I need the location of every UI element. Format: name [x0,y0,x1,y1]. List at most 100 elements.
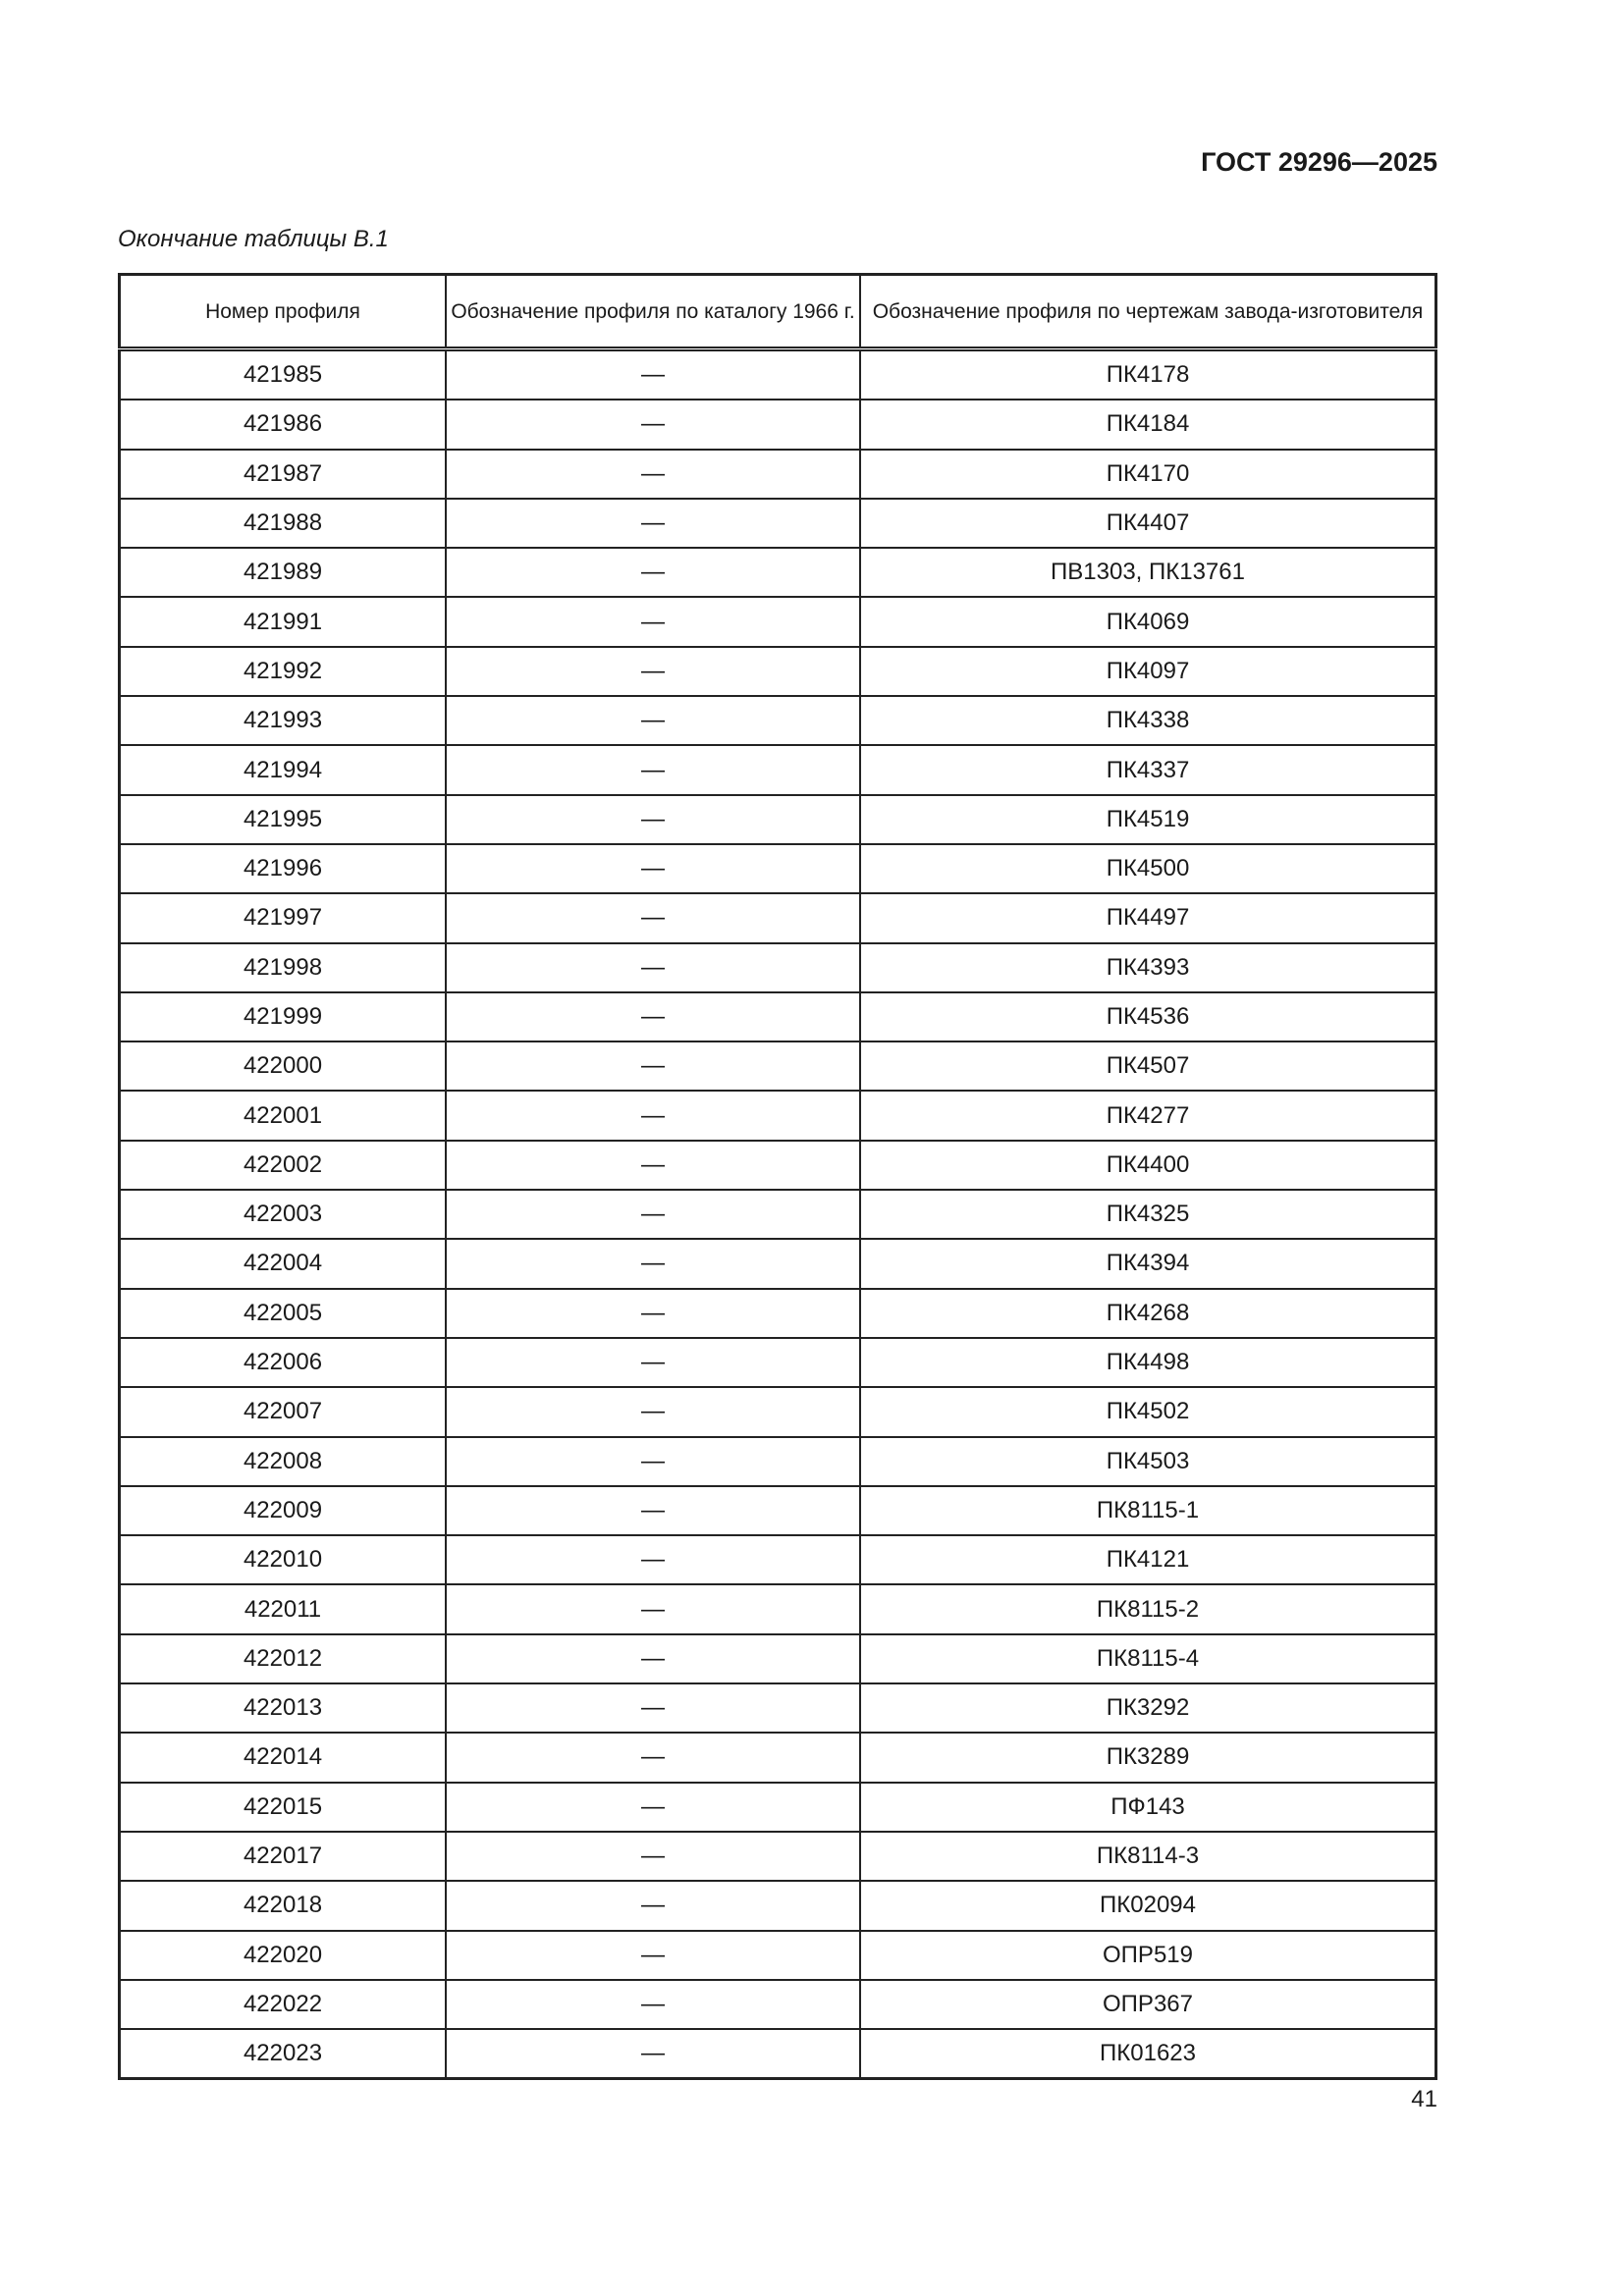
table-row: 422011— ПК8115-2 [118,1583,1437,1635]
table-cell: — [445,1287,861,1339]
table-cell: 422006 [118,1336,447,1389]
table-cell: ПК8115-4 [859,1632,1437,1685]
table-cell: — [445,497,861,550]
table-cell: — [445,695,861,747]
column-header: Обозначение профиля по каталогу 1966 г. [445,273,861,351]
table-cell: ПК4337 [859,744,1437,796]
table-cell: ПК4503 [859,1435,1437,1487]
table-row: 422017— ПК8114-3 [118,1830,1437,1883]
table-cell: — [445,842,861,895]
table-cell: ПК4394 [859,1238,1437,1290]
table-row: 422018— ПК02094 [118,1880,1437,1932]
table-row: 422020— ОПР519 [118,1929,1437,1981]
table-cell: — [445,596,861,648]
table-row: 422010— ПК4121 [118,1534,1437,1586]
table-cell: 421995 [118,793,447,845]
table-row: 422009— ПК8115-1 [118,1484,1437,1537]
table-cell: ПК4178 [859,347,1437,401]
table-cell: — [445,1090,861,1142]
table-cell: — [445,1978,861,2031]
table-cell: — [445,1583,861,1635]
table-cell: ПК4121 [859,1534,1437,1586]
table-cell: 422015 [118,1781,447,1833]
table-cell: ПК4502 [859,1386,1437,1438]
table-cell: — [445,1880,861,1932]
table-cell: 421997 [118,892,447,944]
table-cell: 422008 [118,1435,447,1487]
table-cell: 422017 [118,1830,447,1883]
table-row: 421993— ПК4338 [118,695,1437,747]
table-cell: ПК3289 [859,1732,1437,1784]
table-cell: — [445,347,861,401]
table-cell: 421991 [118,596,447,648]
table-cell: — [445,2028,861,2080]
table-cell: 421993 [118,695,447,747]
table-cell: — [445,399,861,451]
table-row: 421991— ПК4069 [118,596,1437,648]
column-header: Номер профиля [118,273,447,351]
table-row: 421987— ПК4170 [118,448,1437,500]
table-row: 422004— ПК4394 [118,1238,1437,1290]
table-cell: 422007 [118,1386,447,1438]
table-row: 422005— ПК4268 [118,1287,1437,1339]
table-row: 422015— ПФ143 [118,1781,1437,1833]
table-cell: ОПР519 [859,1929,1437,1981]
table-cell: ПК4277 [859,1090,1437,1142]
table-cell: 421987 [118,448,447,500]
table-row: 421998— ПК4393 [118,941,1437,993]
table-row: 421985— ПК4178 [118,347,1437,401]
table-cell: 422018 [118,1880,447,1932]
table-cell: — [445,1484,861,1537]
standard-designation: ГОСТ 29296—2025 [1201,147,1437,177]
table-cell: ПВ1303, ПК13761 [859,547,1437,599]
table-cell: 421994 [118,744,447,796]
column-header: Обозначение профиля по чертежам завода-и… [859,273,1437,351]
table-row: 422002— ПК4400 [118,1139,1437,1192]
table-cell: 422023 [118,2028,447,2080]
table-cell: 421996 [118,842,447,895]
table-cell: 422010 [118,1534,447,1586]
table-cell: — [445,793,861,845]
table-cell: 422012 [118,1632,447,1685]
table-cell: — [445,1682,861,1735]
table-row: 422000— ПК4507 [118,1041,1437,1093]
table-cell: ПК8115-1 [859,1484,1437,1537]
table-row: 421999— ПК4536 [118,990,1437,1043]
table-row: 422014— ПК3289 [118,1732,1437,1784]
table-cell: 421986 [118,399,447,451]
table-cell: ПК4407 [859,497,1437,550]
table-cell: — [445,1534,861,1586]
table-cell: ПК4507 [859,1041,1437,1093]
table-cell: 422020 [118,1929,447,1981]
table-cell: ПК4097 [859,645,1437,698]
table-cell: 421999 [118,990,447,1043]
table-header-row: Номер профиля Обозначение профиля по кат… [118,273,1437,351]
table-cell: ПК4393 [859,941,1437,993]
table-cell: ПК4500 [859,842,1437,895]
table-caption: Окончание таблицы В.1 [118,226,389,252]
table-cell: — [445,1929,861,1981]
profile-table: Номер профиля Обозначение профиля по кат… [118,273,1437,2081]
table-cell: ПК4184 [859,399,1437,451]
table-cell: — [445,645,861,698]
table-row: 421996— ПК4500 [118,842,1437,895]
table-cell: — [445,1435,861,1487]
table-cell: ПК4268 [859,1287,1437,1339]
table-cell: — [445,1336,861,1389]
table-row: 421986— ПК4184 [118,399,1437,451]
table-cell: 422002 [118,1139,447,1192]
table-cell: ПК4497 [859,892,1437,944]
table-cell: ПК4519 [859,793,1437,845]
table-row: 422007— ПК4502 [118,1386,1437,1438]
table-cell: — [445,1830,861,1883]
table-cell: — [445,990,861,1043]
table-cell: ПК4536 [859,990,1437,1043]
table-cell: — [445,941,861,993]
table-cell: — [445,1189,861,1241]
table-cell: — [445,1041,861,1093]
table-cell: 422003 [118,1189,447,1241]
table-cell: — [445,1732,861,1784]
table-row: 422003— ПК4325 [118,1189,1437,1241]
table-cell: ПК4170 [859,448,1437,500]
table-cell: ОПР367 [859,1978,1437,2031]
